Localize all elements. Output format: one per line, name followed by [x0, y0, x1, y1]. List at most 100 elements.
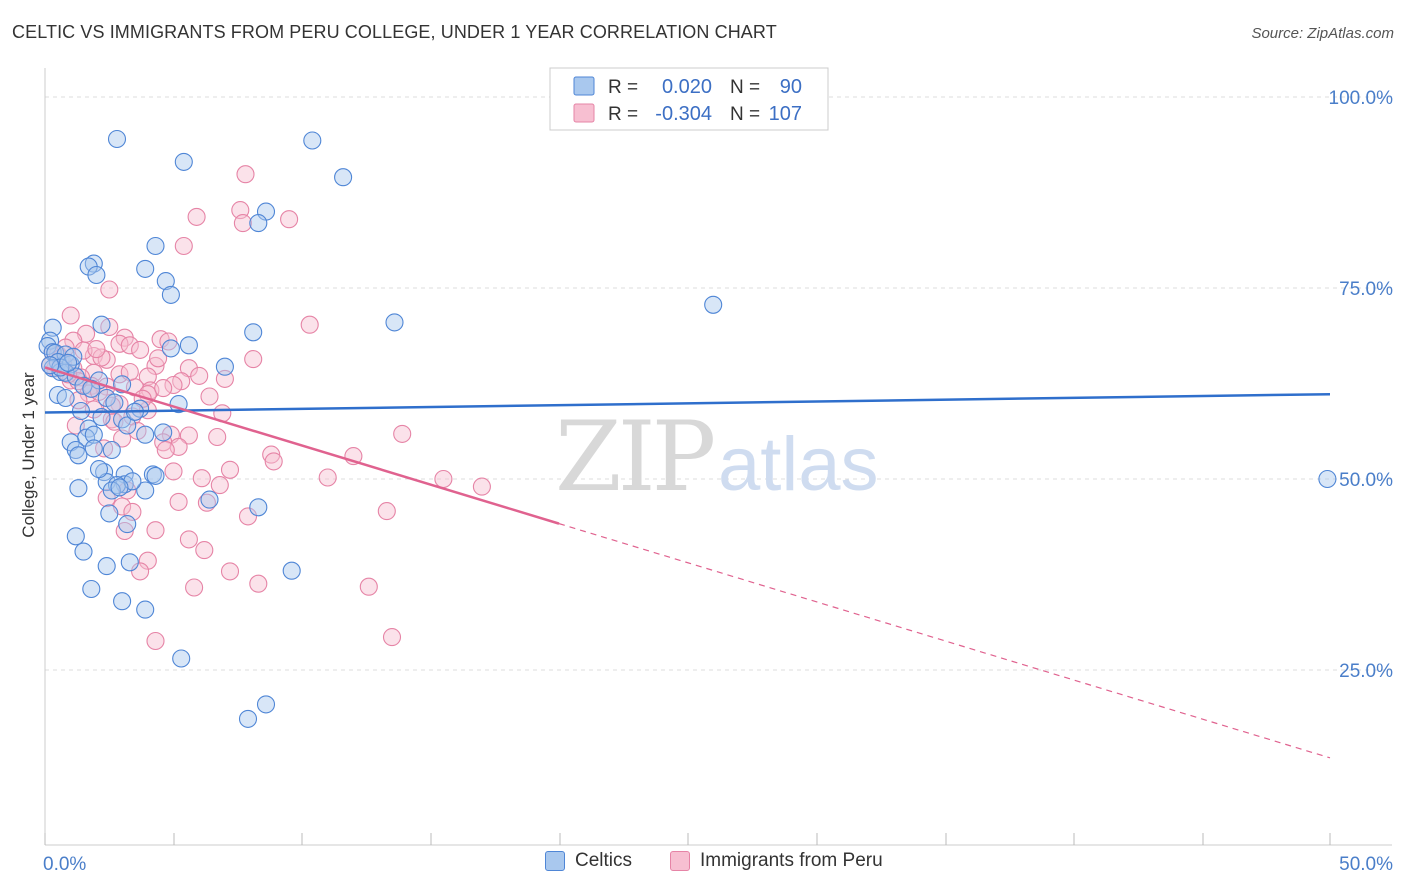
- celtic-point: [256, 695, 276, 714]
- axes-layer: [44, 68, 1392, 846]
- celtic-point: [82, 579, 101, 599]
- celtic-point: [172, 649, 191, 668]
- peru-point: [185, 578, 204, 597]
- peru-point: [210, 476, 229, 495]
- peru-point: [318, 468, 337, 487]
- x-tick-label-min: 0.0%: [43, 854, 86, 875]
- peru-point: [197, 493, 216, 512]
- celtic-point: [200, 490, 219, 509]
- trend-layer: [44, 366, 1331, 759]
- peru-point: [192, 469, 211, 488]
- peru-point: [120, 336, 139, 355]
- celtic-point: [146, 466, 165, 485]
- celtic-point: [154, 423, 173, 442]
- legend-n-value-pink: 107: [769, 103, 802, 125]
- celtic-point: [282, 561, 301, 580]
- celtic-point: [131, 399, 150, 418]
- legend-top: R = 0.020 N = 90 R = -0.304 N = 107: [549, 67, 829, 131]
- celtic-point: [334, 168, 353, 187]
- legend-swatch-celtics: [545, 851, 565, 871]
- celtic-point: [1318, 469, 1337, 489]
- legend-r-value-pink: -0.304: [655, 103, 712, 125]
- celtic-point: [120, 553, 139, 572]
- peru-point: [146, 631, 165, 651]
- celtic-point: [87, 265, 106, 285]
- peru-point: [190, 366, 209, 385]
- trend-line-celtics: [44, 392, 1331, 414]
- peru-point: [149, 349, 168, 368]
- legend-n-label-blue: N =: [730, 77, 760, 98]
- celtic-point: [74, 542, 93, 561]
- legend-label-celtics: Celtics: [575, 850, 633, 871]
- peru-point: [100, 280, 119, 299]
- legend-r-value-blue: 0.020: [662, 76, 712, 98]
- celtic-point: [84, 425, 103, 444]
- peru-point: [220, 562, 240, 581]
- celtic-point: [66, 440, 85, 460]
- celtic-point: [136, 425, 155, 444]
- peru-point: [208, 427, 227, 447]
- legend-n-value-blue: 90: [780, 76, 802, 98]
- celtic-point: [66, 527, 85, 546]
- celtic-point: [84, 254, 103, 273]
- y-axis-label: College, Under 1 year: [19, 372, 38, 538]
- celtic-point: [161, 339, 180, 358]
- legend-top-box: [549, 67, 829, 131]
- peru-point: [179, 426, 198, 445]
- celtic-point: [113, 592, 132, 611]
- celtic-point: [303, 131, 322, 150]
- peru-point: [138, 367, 157, 386]
- celtic-point: [110, 478, 129, 497]
- celtic-point: [385, 313, 404, 332]
- celtic-point: [146, 236, 165, 256]
- peru-point: [200, 387, 219, 406]
- peru-point: [264, 452, 283, 471]
- peru-point: [233, 214, 252, 233]
- legend-item-immigrants-from-peru[interactable]: Immigrants from Peru: [670, 850, 883, 872]
- peru-point: [61, 306, 80, 325]
- celtic-point: [118, 416, 137, 435]
- peru-point: [244, 350, 263, 369]
- celtic-point: [215, 357, 234, 376]
- peru-point: [169, 492, 188, 511]
- legend-item-celtics[interactable]: Celtics: [545, 850, 632, 872]
- peru-point: [300, 315, 319, 334]
- peru-point: [393, 424, 412, 443]
- trend-line-peru-dashed: [558, 523, 1331, 759]
- peru-point: [156, 440, 175, 460]
- celtic-point: [118, 515, 137, 534]
- watermark-zip: ZIP: [555, 401, 714, 513]
- x-tick-label-max: 50.0%: [1339, 854, 1393, 875]
- peru-point: [262, 445, 281, 464]
- peru-point: [95, 439, 114, 458]
- peru-point: [220, 460, 240, 479]
- y-tick-label-75: 75.0%: [1339, 279, 1393, 300]
- source-label: Source: ZipAtlas.com: [1251, 25, 1394, 42]
- celtic-point: [89, 460, 109, 479]
- celtic-point: [249, 498, 268, 517]
- peru-point: [472, 477, 491, 496]
- peru-point: [174, 236, 193, 256]
- watermark-atlas: atlas: [718, 422, 879, 507]
- peru-point: [154, 379, 173, 398]
- peru-point: [159, 332, 178, 351]
- peru-point: [238, 507, 258, 526]
- series-celtics: [38, 129, 1337, 728]
- legend-swatch-blue: [573, 76, 595, 96]
- celtic-point: [56, 388, 75, 408]
- y-tick-label-25: 25.0%: [1339, 661, 1393, 682]
- peru-point: [249, 574, 268, 593]
- celtic-point: [244, 323, 263, 342]
- legend-r-label-blue: R =: [608, 77, 638, 98]
- peru-point: [434, 469, 453, 489]
- peru-point: [280, 210, 299, 229]
- celtic-point: [174, 152, 193, 171]
- celtic-point: [92, 315, 111, 334]
- celtic-point: [161, 285, 180, 304]
- celtic-point: [107, 129, 127, 149]
- peru-point: [382, 628, 402, 647]
- peru-point: [164, 375, 183, 395]
- peru-point: [115, 521, 134, 541]
- celtic-point: [102, 440, 121, 460]
- legend-swatch-immigrants-from-peru: [670, 851, 690, 871]
